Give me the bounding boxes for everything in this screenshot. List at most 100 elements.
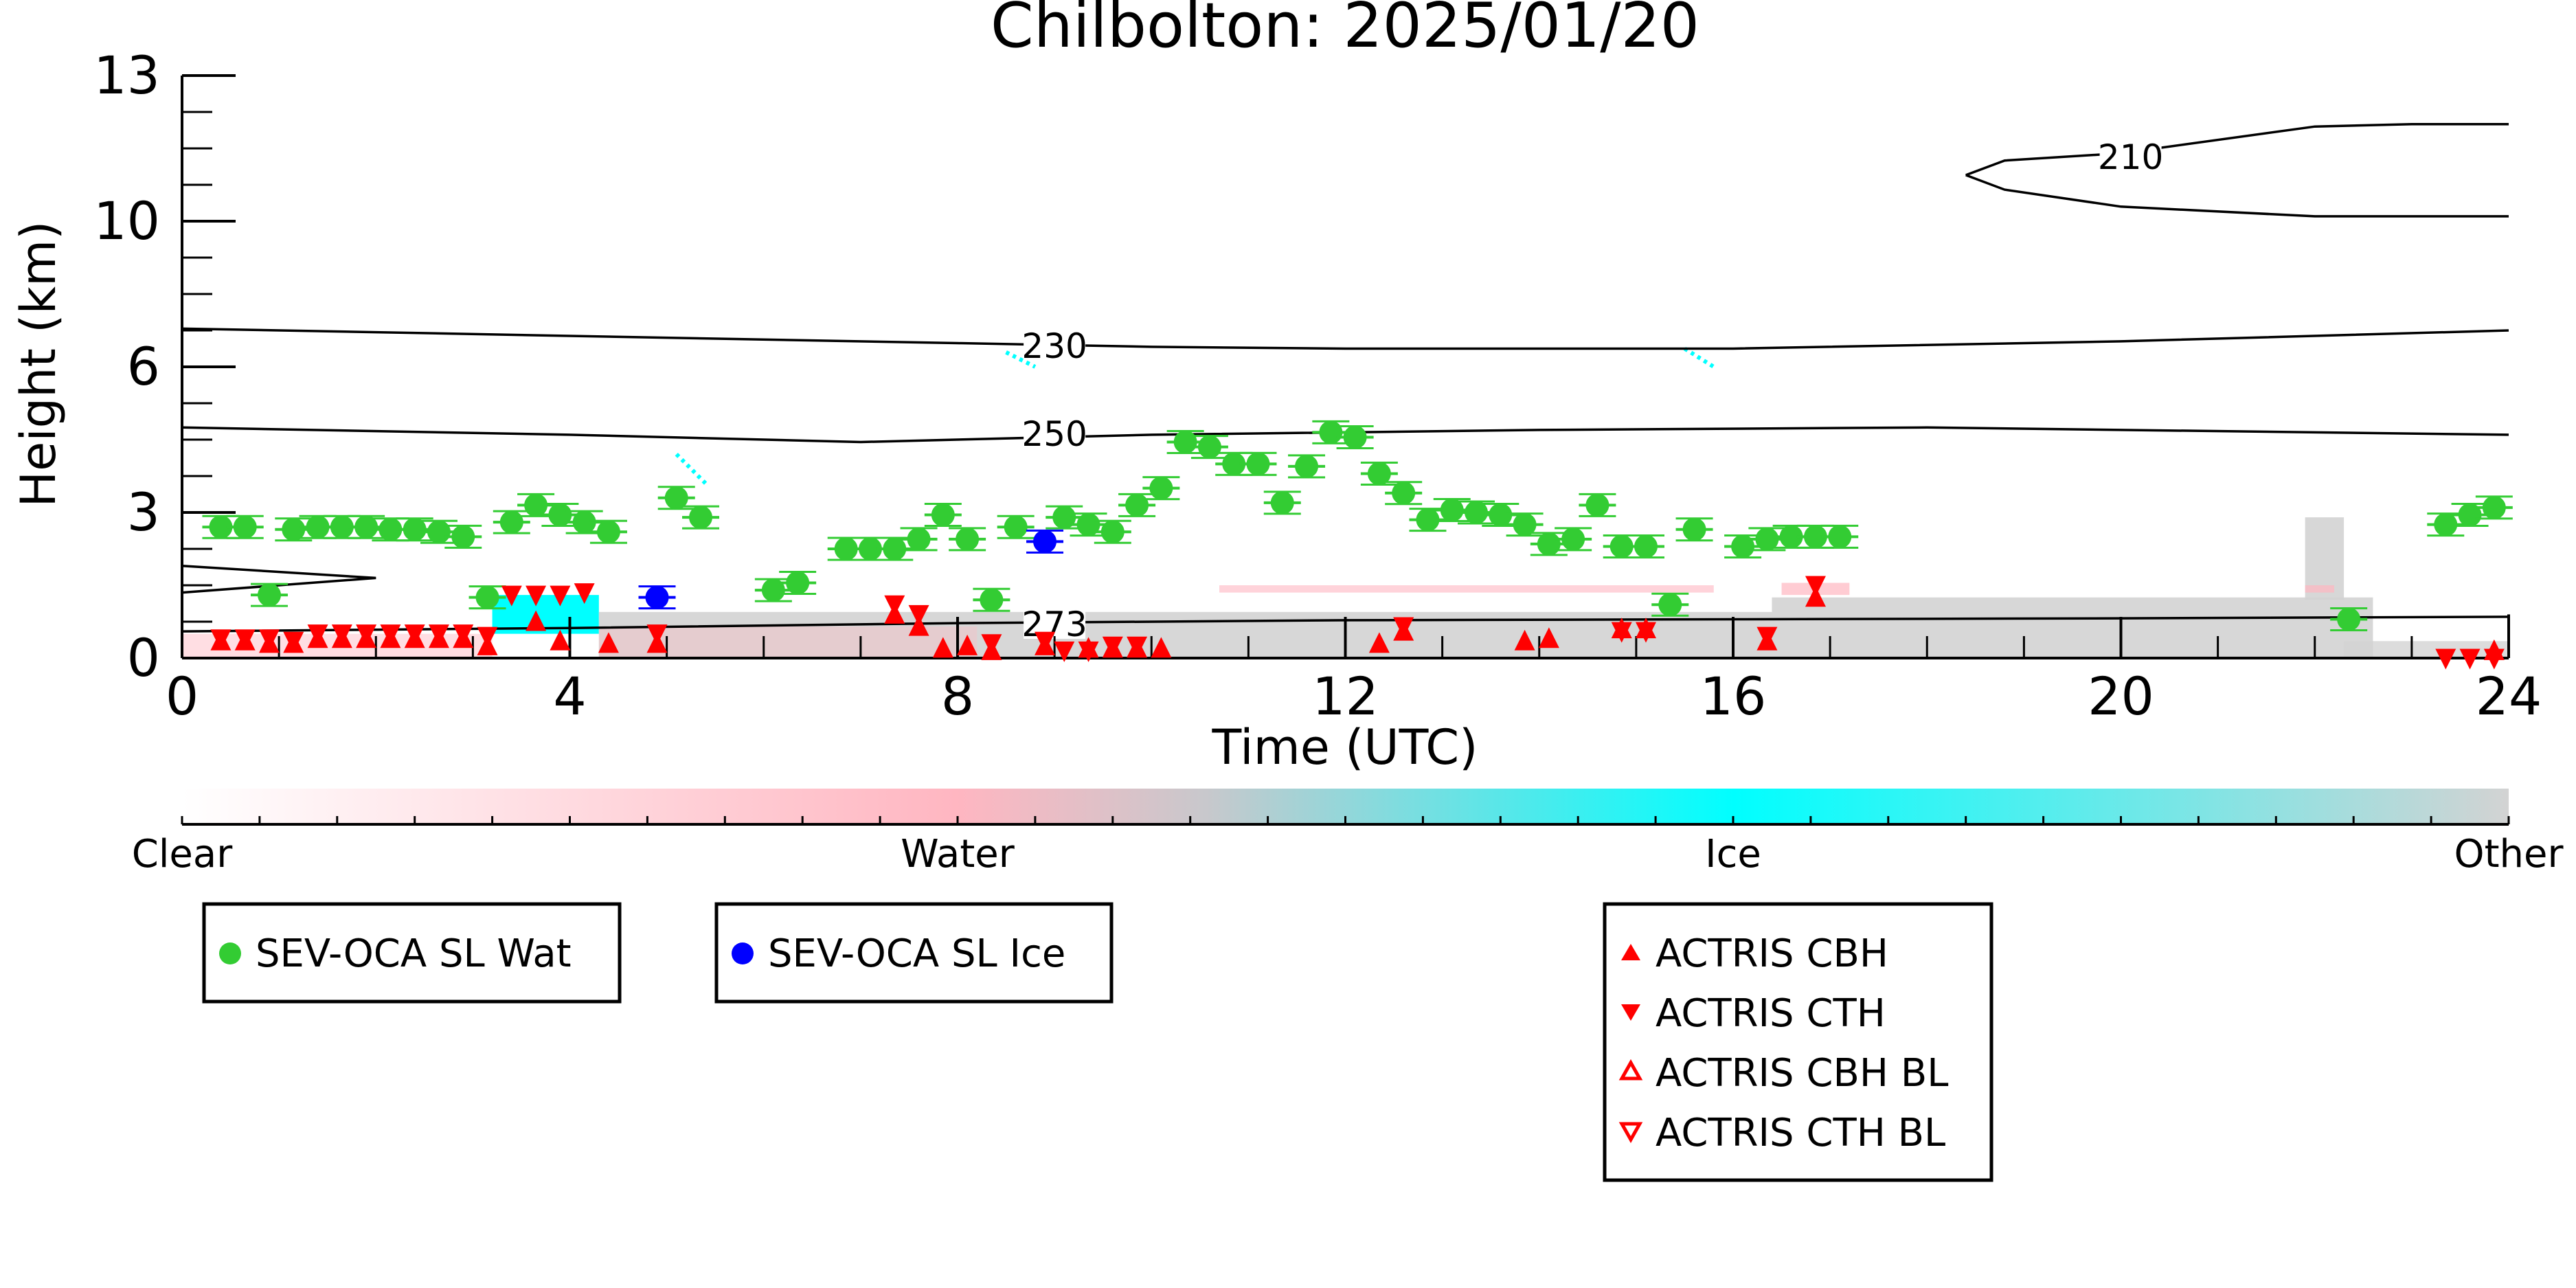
- marker-sev-oca-sl-wat: [907, 527, 931, 551]
- marker-sev-oca-sl-wat: [427, 520, 451, 544]
- marker-actris-cth: [1078, 641, 1099, 662]
- legend-label-sev-ice: SEV-OCA SL Ice: [768, 931, 1065, 976]
- x-tick-label: 12: [1312, 666, 1379, 727]
- contour-210: [1965, 174, 2509, 218]
- legend-marker-cbh: [1621, 944, 1640, 960]
- marker-sev-oca-sl-wat: [1367, 462, 1391, 486]
- marker-sev-oca-sl-wat: [1246, 452, 1270, 476]
- marker-sev-oca-sl-wat: [572, 510, 596, 534]
- contour-label-bg: [1024, 604, 1086, 639]
- marker-sev-oca-sl-wat: [761, 578, 785, 602]
- marker-sev-oca-sl-wat: [282, 517, 306, 541]
- x-tick-label: 24: [2476, 666, 2542, 727]
- colorbar-label-ice: Ice: [1705, 832, 1761, 877]
- marker-actris-cbh: [1514, 629, 1535, 651]
- marker-sev-oca-sl-wat: [1537, 532, 1561, 556]
- y-tick-label: 6: [127, 336, 160, 397]
- marker-sev-oca-sl-wat: [956, 527, 980, 551]
- x-axis-label: Time (UTC): [1212, 719, 1478, 776]
- marker-sev-oca-sl-wat: [354, 515, 379, 539]
- marker-actris-cth: [2483, 648, 2505, 670]
- marker-actris-cth: [453, 624, 474, 646]
- marker-sev-oca-sl-wat: [1489, 503, 1513, 527]
- mask-region: [2344, 641, 2509, 658]
- marker-sev-oca-sl-wat: [596, 520, 620, 544]
- marker-actris-cth: [259, 629, 280, 651]
- legend-box: [1603, 902, 1993, 1182]
- legend-marker-sev-ice: [732, 942, 754, 964]
- marker-actris-cbh: [1538, 627, 1559, 648]
- marker-sev-oca-sl-wat: [233, 515, 257, 539]
- legend-marker-cth-bl: [1618, 1122, 1643, 1144]
- y-tick-label: 13: [93, 45, 160, 106]
- marker-actris-cth: [1611, 622, 1632, 643]
- y-axis-label: Height (km): [10, 221, 67, 508]
- marker-sev-oca-sl-wat: [2337, 607, 2361, 631]
- marker-actris-cth: [210, 629, 231, 651]
- ice-streak: [1683, 346, 1715, 369]
- marker-actris-cth: [1756, 626, 1778, 648]
- marker-sev-oca-sl-wat: [1682, 517, 1706, 541]
- contour-210: [1965, 122, 2509, 177]
- legend-label-cth-bl: ACTRIS CTH BL: [1656, 1111, 1945, 1155]
- marker-sev-oca-sl-wat: [883, 537, 907, 561]
- contour-250: [181, 426, 2509, 444]
- marker-actris-cth: [1127, 636, 1148, 657]
- marker-actris-cth: [908, 605, 929, 626]
- marker-sev-oca-sl-wat: [1076, 512, 1100, 536]
- marker-sev-oca-sl-wat: [1465, 501, 1489, 524]
- marker-actris-cth: [2435, 648, 2456, 670]
- marker-sev-oca-sl-wat: [1222, 452, 1246, 476]
- marker-actris-cth: [356, 624, 377, 646]
- marker-sev-oca-sl-wat: [306, 515, 330, 539]
- marker-sev-oca-sl-wat: [2434, 512, 2458, 536]
- x-tick-label: 4: [553, 666, 586, 727]
- marker-sev-oca-sl-wat: [1197, 435, 1221, 459]
- x-tick-label: 20: [2088, 666, 2154, 727]
- legend-label-cth: ACTRIS CTH: [1656, 991, 1886, 1036]
- contour-label: 230: [1021, 326, 1087, 366]
- marker-sev-oca-sl-wat: [1658, 593, 1682, 617]
- marker-actris-cbh: [526, 610, 547, 631]
- marker-sev-oca-sl-wat: [1100, 520, 1125, 544]
- legend-label-cbh: ACTRIS CBH: [1656, 931, 1888, 976]
- marker-sev-oca-sl-wat: [1149, 476, 1173, 500]
- marker-actris-cbh: [1151, 637, 1172, 658]
- marker-sev-oca-sl-wat: [209, 515, 233, 539]
- legend-box: [714, 902, 1114, 1004]
- marker-actris-cbh: [957, 634, 978, 655]
- marker-sev-oca-sl-wat: [1440, 498, 1464, 522]
- marker-sev-oca-sl-wat: [1004, 515, 1028, 539]
- marker-actris-cth: [1635, 622, 1656, 643]
- marker-sev-oca-sl-wat: [1319, 420, 1343, 444]
- marker-actris-cbh: [1368, 632, 1390, 653]
- marker-sev-oca-sl-wat: [2458, 503, 2482, 527]
- marker-sev-oca-sl-wat: [834, 537, 858, 561]
- marker-sev-oca-sl-wat: [1803, 525, 1827, 549]
- contour-label-bg: [1024, 414, 1086, 449]
- contour-label: 250: [1021, 414, 1087, 454]
- ice-streak: [1005, 350, 1037, 369]
- marker-sev-oca-sl-wat: [786, 571, 810, 595]
- marker-actris-cth: [2459, 648, 2481, 670]
- marker-sev-oca-sl-wat: [524, 493, 548, 517]
- legend-label-sev-wat: SEV-OCA SL Wat: [256, 931, 572, 976]
- legend-sev-wat: SEV-OCA SL Wat: [202, 902, 622, 1004]
- legend-label-cbh-bl: ACTRIS CBH BL: [1656, 1051, 1948, 1096]
- marker-sev-oca-sl-wat: [931, 503, 955, 527]
- mask-region: [1219, 585, 1714, 593]
- marker-sev-oca-sl-wat: [330, 515, 354, 539]
- plot-axes: 0 3 6 10 13 0 4 8 12 16 20 24: [93, 45, 2542, 727]
- legend-marker-cbh-bl: [1618, 1059, 1643, 1081]
- marker-actris-cth: [404, 624, 425, 646]
- marker-actris-cth: [234, 629, 256, 651]
- marker-actris-cth: [501, 585, 522, 607]
- contour-fragment: [181, 564, 376, 594]
- marker-sev-oca-sl-wat: [1779, 525, 1803, 549]
- marker-sev-oca-sl-wat: [499, 510, 523, 534]
- contour-230: [181, 327, 2509, 350]
- marker-actris-cth: [428, 624, 449, 646]
- legend-actris: ACTRIS CBH ACTRIS CTH ACTRIS CBH BL ACTR…: [1603, 902, 1993, 1182]
- marker-sev-oca-sl-wat: [1416, 508, 1440, 532]
